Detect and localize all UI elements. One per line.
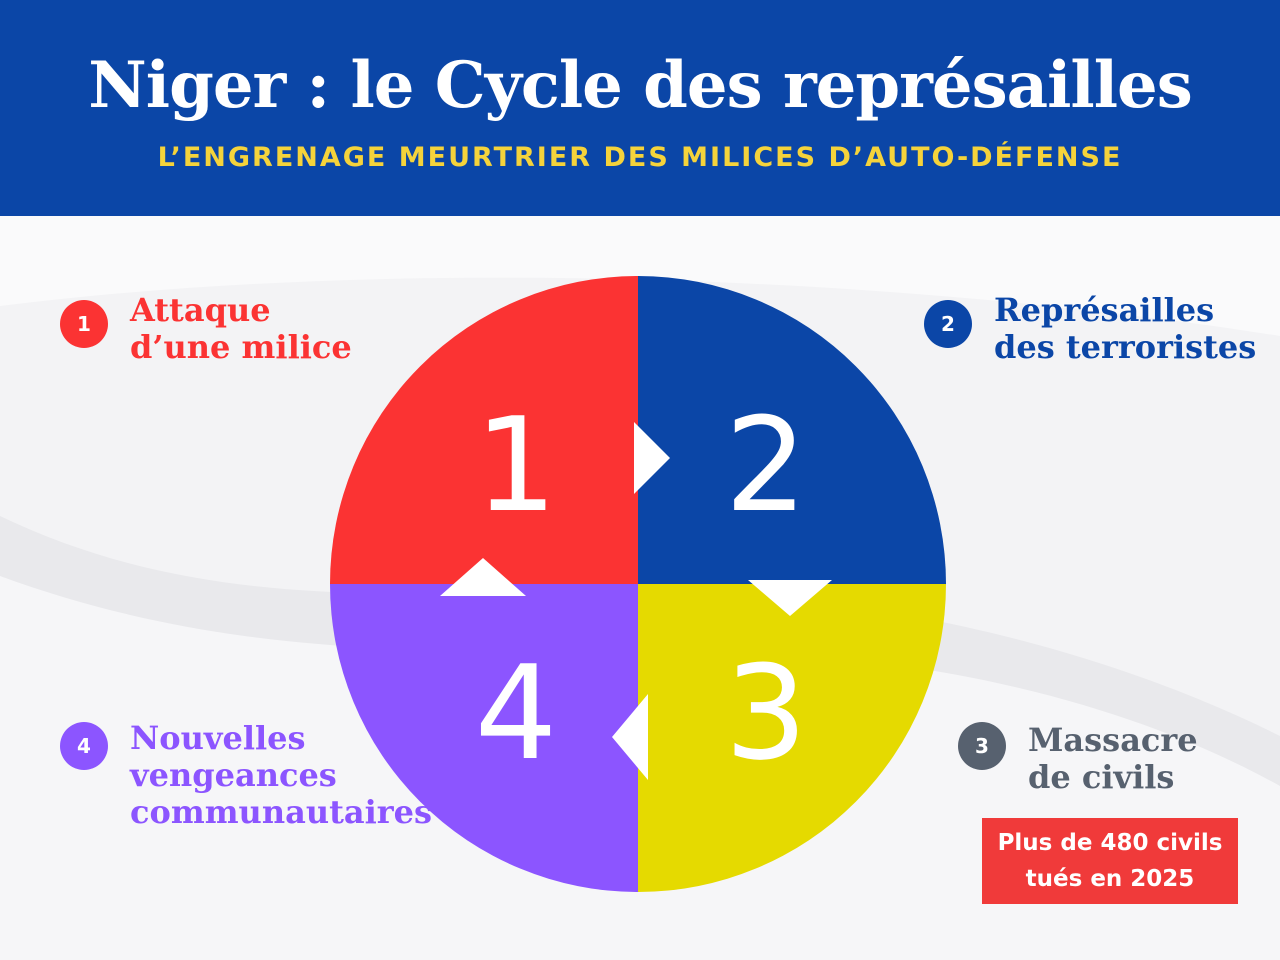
- quadrant-number-2: 2: [725, 389, 808, 541]
- page-subtitle: L’ENGRENAGE MEURTRIER DES MILICES D’AUTO…: [157, 142, 1123, 173]
- quadrant-1: [330, 276, 638, 584]
- stat-line-1: Plus de 480 civils: [997, 830, 1223, 856]
- arrow-down-icon: [748, 580, 832, 616]
- step-2-badge: 2: [924, 300, 972, 348]
- quadrant-3: [638, 584, 946, 892]
- step-1-label: Attaque d’une milice: [130, 291, 352, 366]
- step-4-badge: 4: [60, 722, 108, 770]
- step-3-badge: 3: [958, 722, 1006, 770]
- arrow-right-icon: [634, 422, 670, 494]
- arrow-left-icon: [612, 694, 648, 780]
- step-2-label: Représailles des terroristes: [994, 291, 1257, 366]
- header-banner: Niger : le Cycle des représailles L’ENGR…: [0, 0, 1280, 216]
- arrow-up-icon: [440, 558, 526, 596]
- quadrant-number-1: 1: [475, 389, 558, 541]
- quadrant-4: [330, 584, 638, 892]
- quadrant-number-3: 3: [725, 637, 808, 789]
- cycle-diagram: 1 2 3 4: [330, 276, 946, 892]
- step-3-label: Massacre de civils: [1028, 721, 1198, 796]
- stat-line-2: tués en 2025: [1025, 866, 1195, 892]
- page-title: Niger : le Cycle des représailles: [88, 48, 1193, 123]
- quadrant-2: [638, 276, 946, 584]
- step-4-label: Nouvelles vengeances communautaires: [130, 719, 432, 831]
- quadrant-number-4: 4: [475, 637, 558, 789]
- stat-box: Plus de 480 civils tués en 2025: [982, 818, 1238, 904]
- step-1-badge: 1: [60, 300, 108, 348]
